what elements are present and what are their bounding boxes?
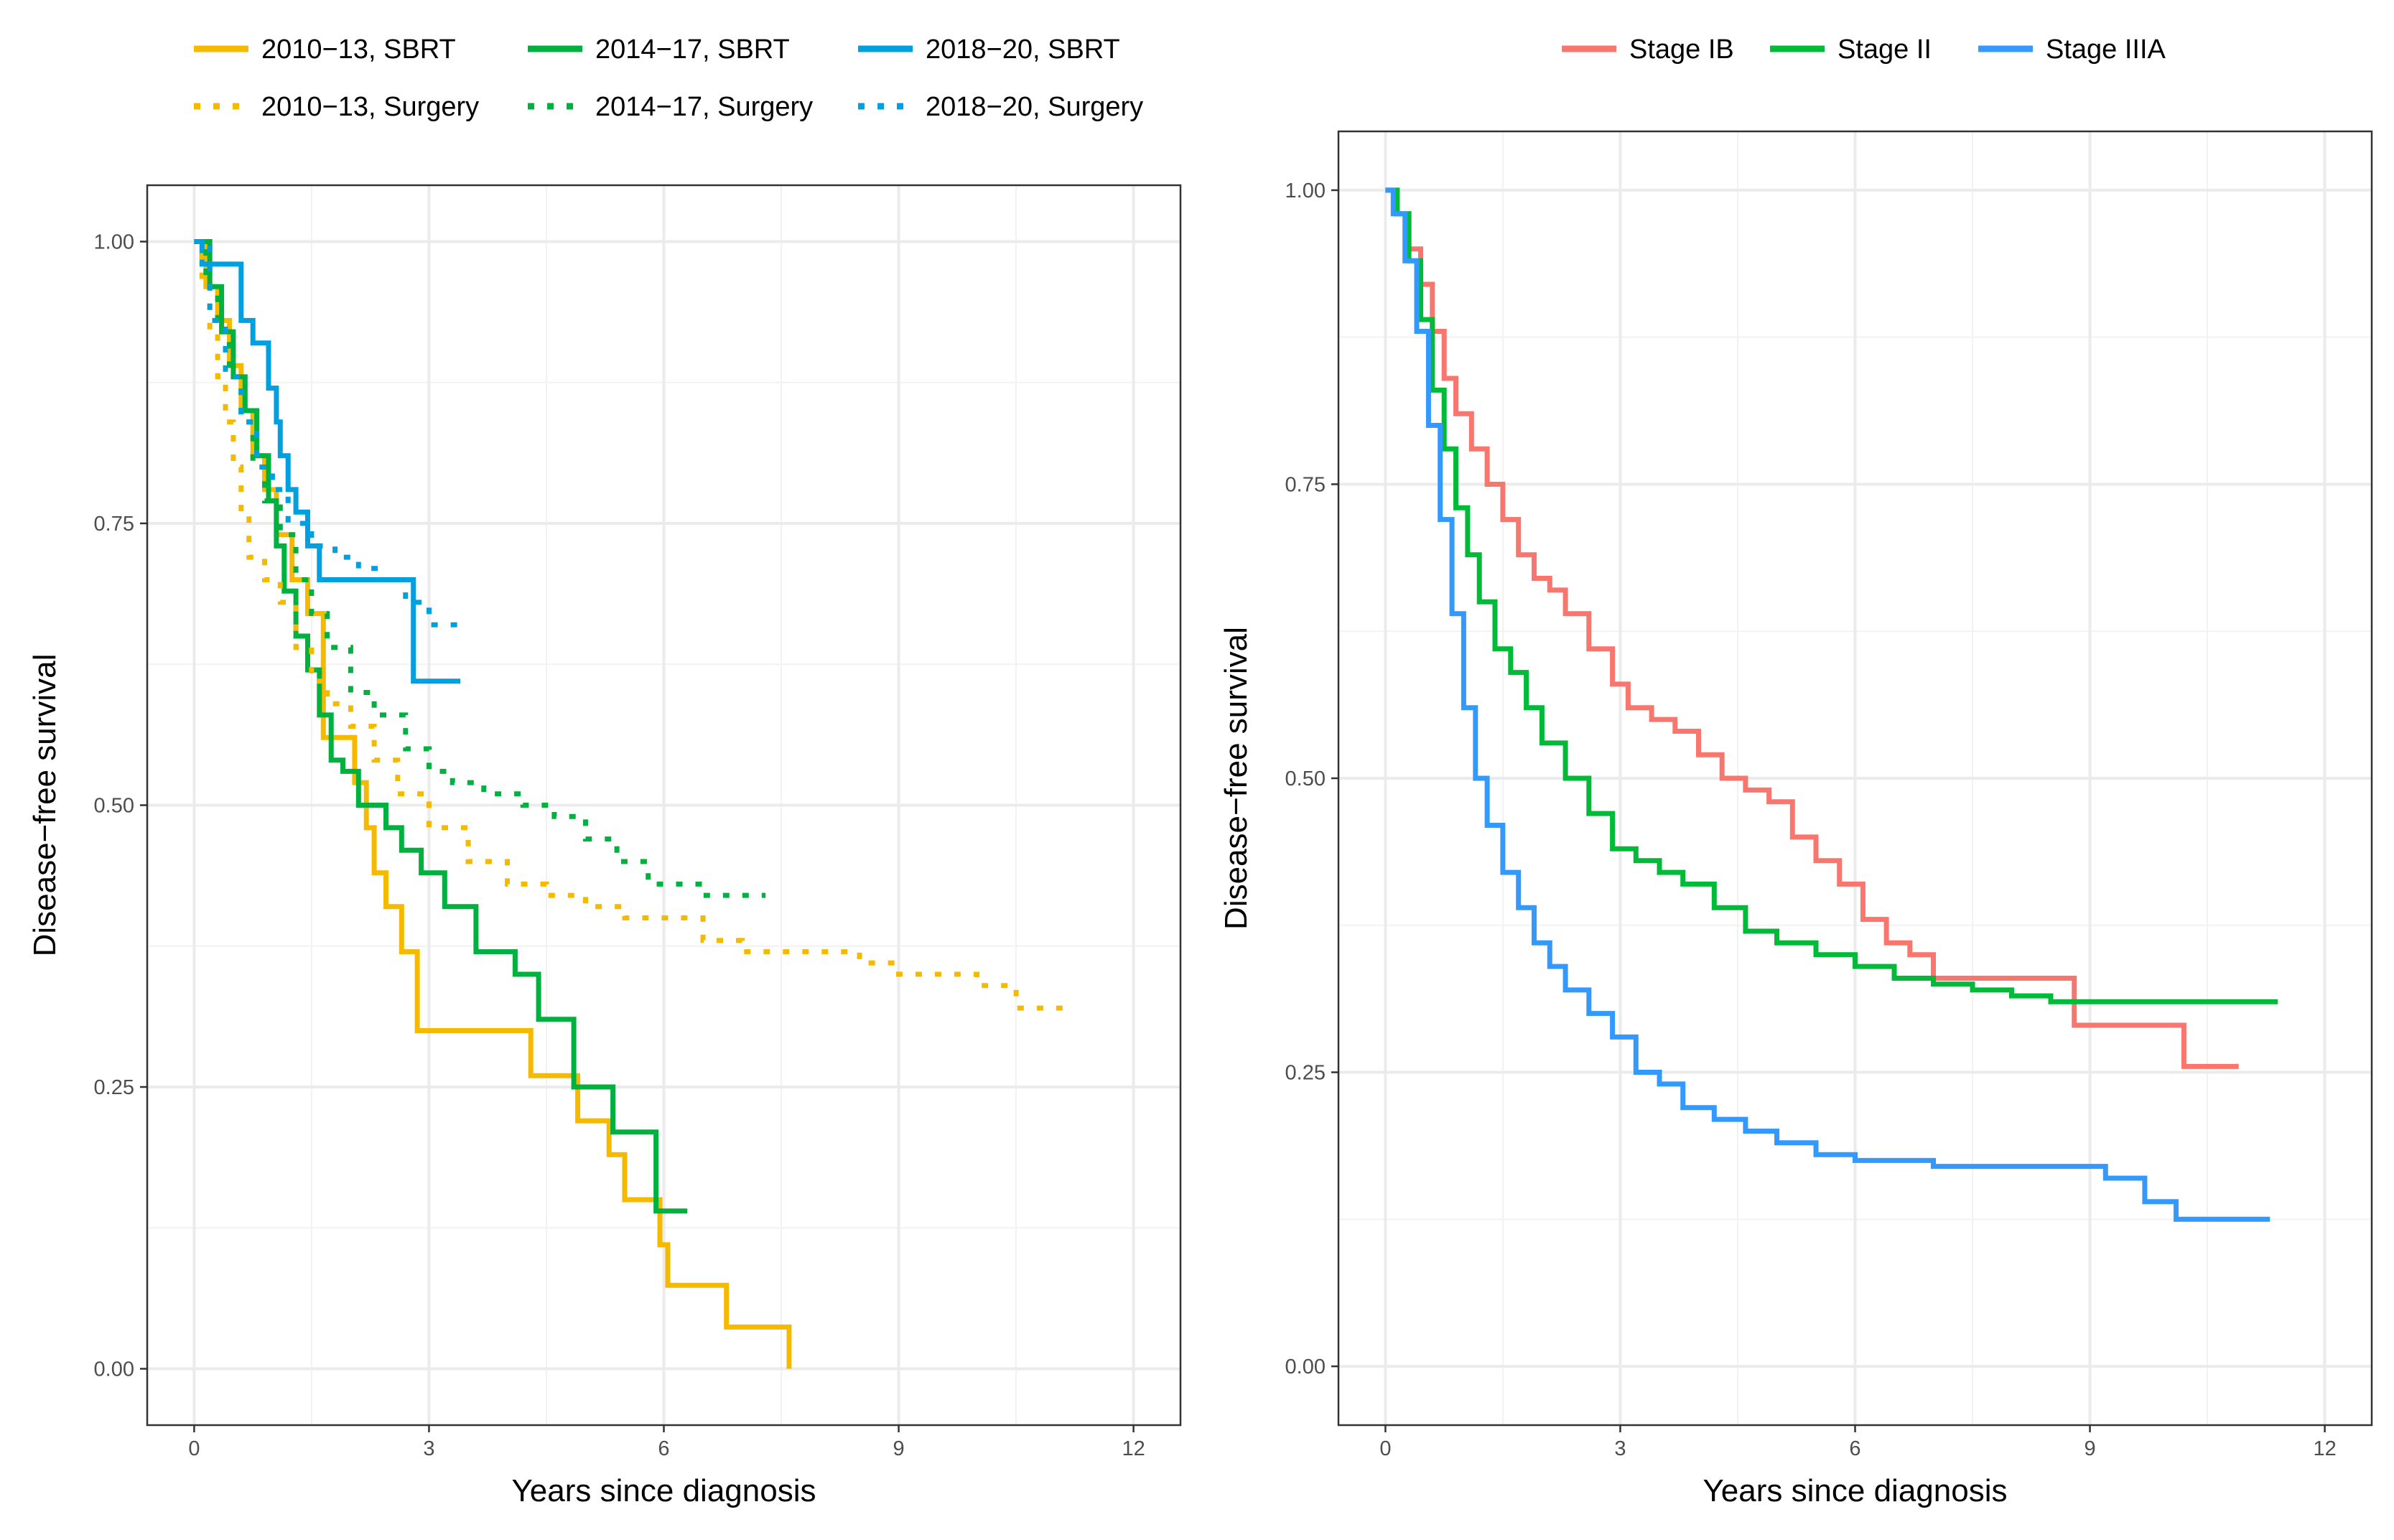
x-tick-label: 12 xyxy=(2313,1437,2336,1460)
legend-label: 2010−13, SBRT xyxy=(261,34,456,65)
y-tick-label: 0.25 xyxy=(1285,1062,1326,1085)
series-line-stage-ib xyxy=(1385,187,2239,1069)
series-line-2018-20-surgery xyxy=(194,239,461,627)
y-tick-label: 1.00 xyxy=(1285,179,1326,202)
y-tick-label: 0.25 xyxy=(94,1076,134,1099)
y-tick-label: 0.00 xyxy=(94,1358,134,1381)
y-tick-label: 0.50 xyxy=(1285,767,1326,790)
legend-label: 2014−17, SBRT xyxy=(595,34,790,65)
y-tick-label: 1.00 xyxy=(94,231,134,254)
legend-label: 2014−17, Surgery xyxy=(595,92,813,122)
legend-label: Stage II xyxy=(1838,34,1932,65)
x-tick-label: 6 xyxy=(1849,1437,1860,1460)
x-tick-label: 9 xyxy=(893,1437,904,1460)
x-tick-label: 9 xyxy=(2084,1437,2095,1460)
series-line-stage-iiia xyxy=(1385,187,2270,1222)
x-tick-label: 0 xyxy=(188,1437,200,1460)
x-axis-title: Years since diagnosis xyxy=(512,1473,816,1508)
left-survival-chart: 0 3 6 9 12 0.00 0.25 0.50 0.75 1.00 Years since di… xyxy=(27,34,1182,1508)
x-tick-label: 3 xyxy=(1614,1437,1626,1460)
legend-label: 2010−13, Surgery xyxy=(261,92,479,122)
y-tick-label: 0.75 xyxy=(94,513,134,536)
y-tick-label: 0.50 xyxy=(94,795,134,818)
y-axis-title: Disease−free survival xyxy=(1219,627,1254,930)
legend-label: Stage IB xyxy=(1629,34,1734,65)
y-tick-label: 0.00 xyxy=(1285,1355,1326,1378)
legend-label: 2018−20, Surgery xyxy=(926,92,1143,122)
y-tick-label: 0.75 xyxy=(1285,473,1326,496)
x-tick-label: 12 xyxy=(1122,1437,1145,1460)
y-axis-title: Disease−free survival xyxy=(27,654,62,957)
x-tick-label: 0 xyxy=(1379,1437,1391,1460)
x-axis-title: Years since diagnosis xyxy=(1703,1473,2008,1508)
right-survival-chart: 0 3 6 9 12 0.00 0.25 0.50 0.75 1.00 Years since di… xyxy=(1219,34,2373,1508)
series-line-stage-ii xyxy=(1385,187,2278,1004)
x-tick-label: 6 xyxy=(658,1437,669,1460)
legend-label: Stage IIIA xyxy=(2046,34,2166,65)
series-line-2010-13-surgery xyxy=(194,239,1071,1011)
series-line-2014-17-sbrt xyxy=(194,239,688,1214)
legend-label: 2018−20, SBRT xyxy=(926,34,1120,65)
x-tick-label: 3 xyxy=(423,1437,434,1460)
